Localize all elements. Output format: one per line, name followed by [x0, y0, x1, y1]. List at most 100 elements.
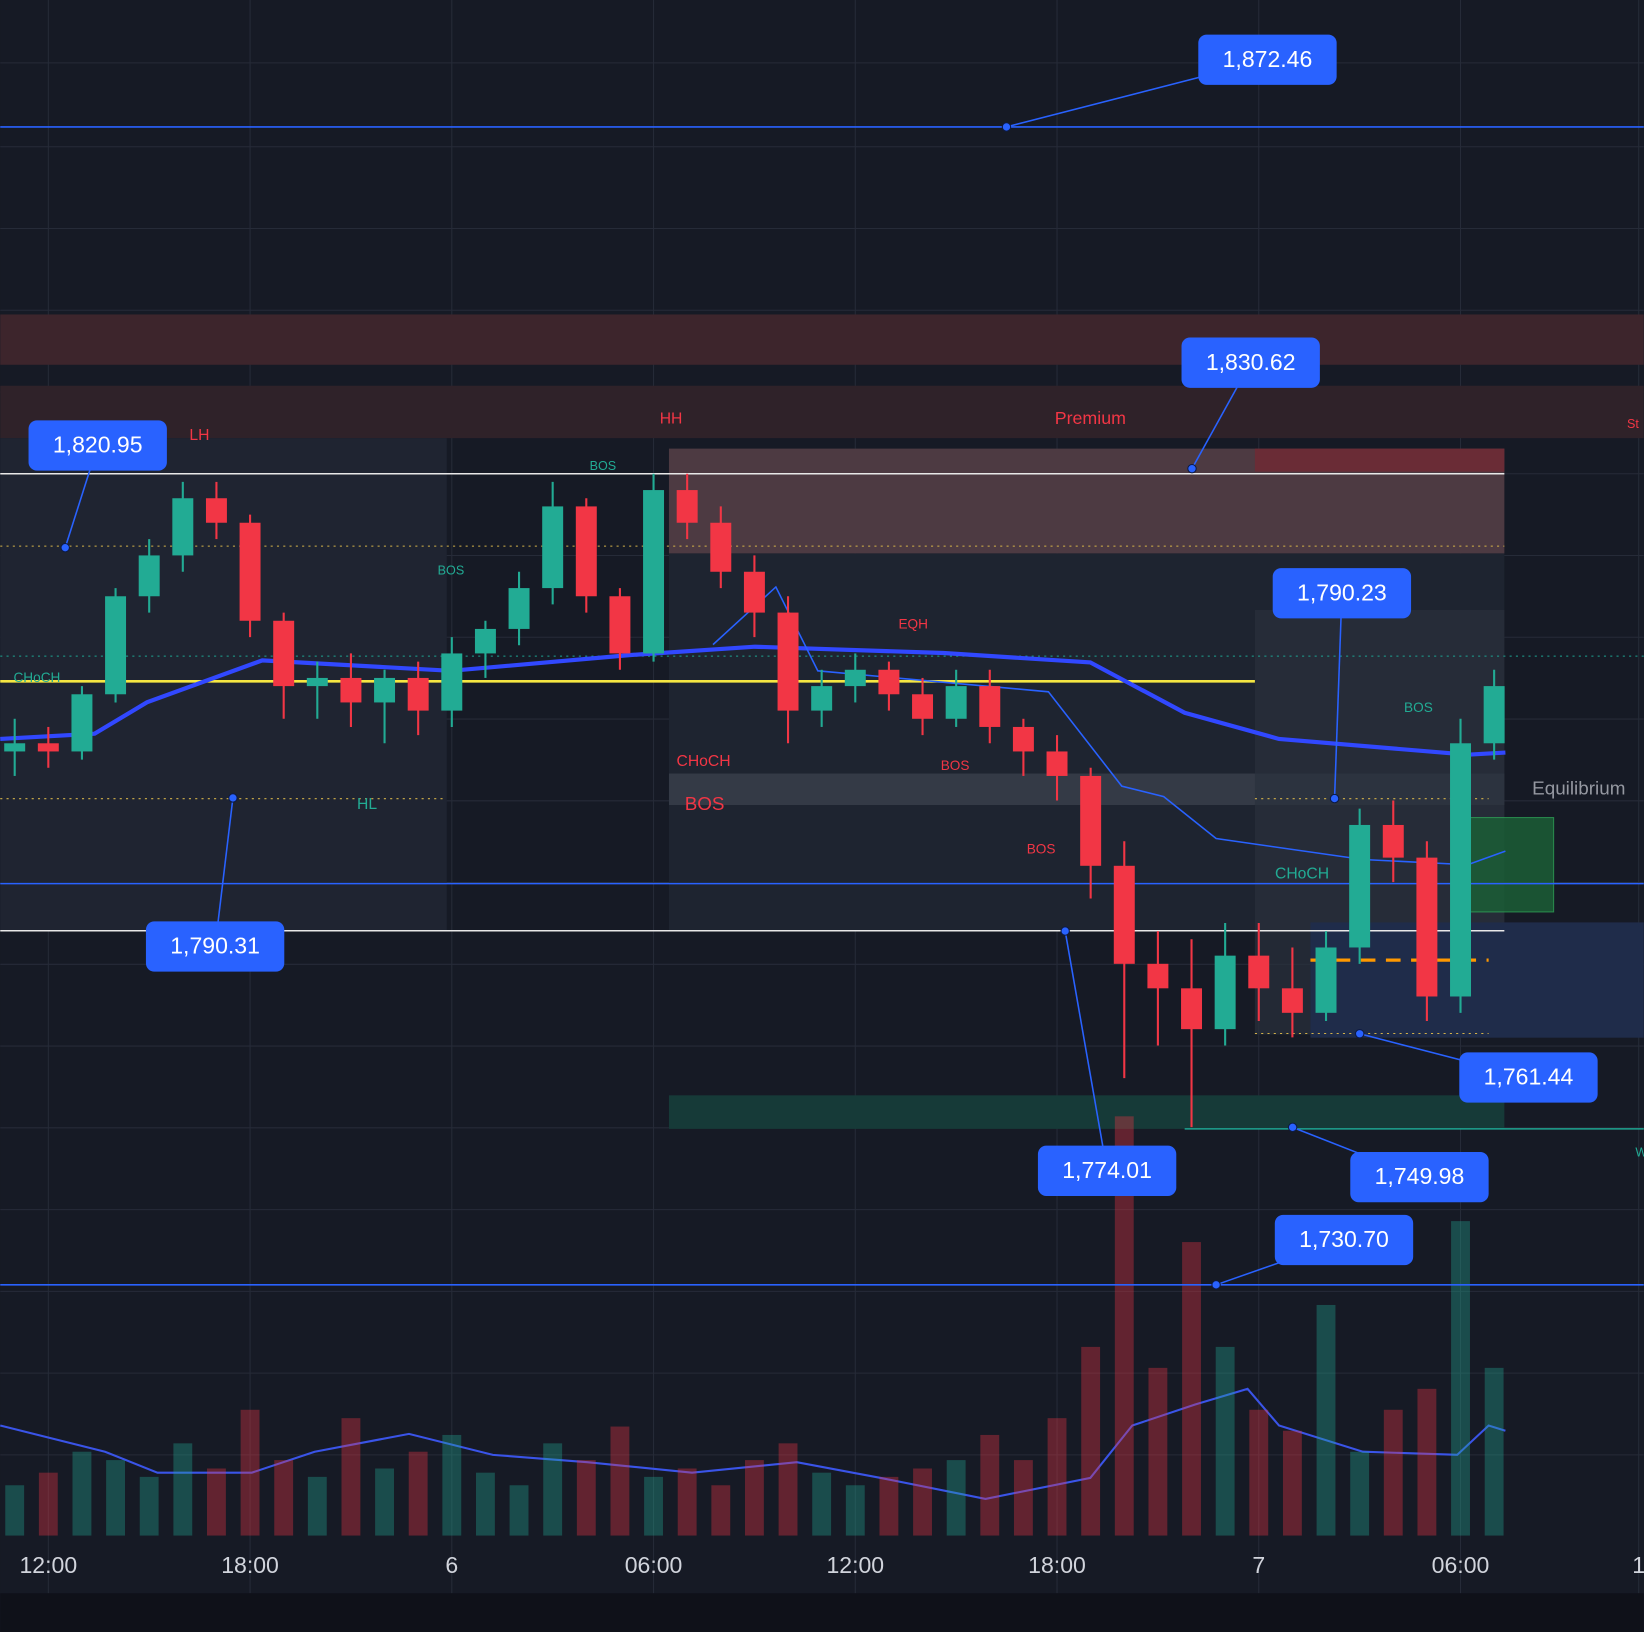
volume-bar [677, 1468, 697, 1536]
volume-ma [0, 1387, 1506, 1500]
volume-bar [106, 1460, 125, 1536]
volume-bar [711, 1485, 731, 1536]
annotation: EQH [898, 616, 928, 631]
annotation: W [1635, 1145, 1644, 1159]
discount-zone [668, 1095, 1505, 1129]
volume-bar [509, 1485, 529, 1536]
volume-bar [845, 1485, 865, 1536]
x-tick-label: 06:00 [1432, 1552, 1490, 1578]
price-label-box [1272, 568, 1412, 619]
candle-body [306, 677, 328, 687]
candle-body [239, 522, 261, 621]
vwap [0, 644, 1506, 757]
x-tick-label: 12:00 [19, 1552, 77, 1578]
volume-bar [240, 1409, 260, 1536]
price-dot [60, 542, 70, 553]
candle-body [1012, 726, 1034, 752]
candle-body [1147, 963, 1169, 989]
volume-bar [1484, 1367, 1504, 1536]
candle-body [945, 686, 967, 719]
price-label: 1,749.98 [1375, 1163, 1465, 1189]
volume-bar [1350, 1451, 1370, 1536]
price-label: 1,820.95 [53, 432, 143, 458]
annotation: BOS [1027, 842, 1056, 857]
annotation: CHoCH [1275, 865, 1329, 882]
candle-body [777, 612, 799, 711]
candle-body [407, 677, 429, 711]
annotation: BOS [438, 564, 465, 578]
volume-bar [1249, 1409, 1269, 1536]
volume-bar [1148, 1367, 1168, 1536]
price-dot [1211, 1280, 1221, 1290]
label-connector [1333, 593, 1343, 799]
volume-bar [879, 1476, 899, 1536]
candle-body [1483, 686, 1505, 744]
candle-body [575, 506, 597, 597]
volume-bar [1282, 1430, 1302, 1536]
supply-zone-top [1254, 448, 1505, 472]
annotation: CHoCH [676, 753, 730, 770]
premium-band [0, 314, 1644, 365]
candle-body [1416, 857, 1438, 997]
price-dot [1001, 122, 1012, 132]
premium-zone [0, 385, 1644, 439]
candle-body [979, 686, 1001, 727]
candle-body [37, 743, 59, 752]
x-tick-label: 06:00 [625, 1552, 683, 1578]
volume-bar [644, 1476, 663, 1536]
price-label: 1,790.31 [170, 933, 260, 959]
volume-bar [173, 1443, 193, 1536]
x-tick-label: 6 [445, 1552, 458, 1578]
volume-bar [744, 1460, 764, 1536]
volume-bar [1013, 1460, 1033, 1536]
candle-body [172, 498, 194, 556]
volume-bar [207, 1468, 226, 1536]
volume-bar [1081, 1346, 1101, 1536]
price-label-box [1037, 1145, 1177, 1196]
price-label-box [1198, 34, 1337, 85]
candle-body [1281, 988, 1303, 1013]
annotation: Premium [1055, 408, 1126, 428]
volume-bar [375, 1468, 394, 1536]
candle-body [1080, 775, 1102, 866]
candle-body [340, 677, 362, 703]
candle-body [374, 677, 396, 703]
candle-body [878, 669, 900, 695]
volume-bar [139, 1476, 159, 1536]
candle-body [844, 669, 866, 687]
volume-bar [812, 1472, 832, 1536]
price-label-box [1350, 1151, 1489, 1203]
price-label: 1,830.62 [1206, 349, 1296, 375]
price-dot [1354, 1029, 1365, 1039]
volume-bar [946, 1460, 966, 1536]
x-tick-label: 18:00 [1028, 1552, 1086, 1578]
volume-bar [1047, 1418, 1067, 1536]
candle-body [71, 694, 93, 752]
candle-body [4, 743, 26, 752]
candle-body [743, 571, 765, 613]
volume-bar [1215, 1346, 1235, 1536]
volume-bar [38, 1472, 58, 1536]
candle-body [508, 588, 530, 629]
x-tick-label: 18:00 [221, 1552, 279, 1578]
price-dot [1060, 926, 1070, 936]
annotation: BOS [1404, 700, 1433, 715]
candle-body [273, 620, 295, 687]
annotation: St [1627, 417, 1639, 431]
annotation: HL [357, 796, 377, 813]
price-label-box [1274, 1214, 1414, 1266]
volume-bar [5, 1485, 25, 1536]
price-label: 1,761.44 [1484, 1064, 1574, 1090]
volume-bar [274, 1460, 294, 1536]
volume-bar [442, 1434, 462, 1536]
price-label: 1,774.01 [1062, 1157, 1152, 1183]
candle-body [205, 498, 227, 523]
volume-bar [1451, 1221, 1470, 1536]
annotation: CHoCH [13, 670, 60, 685]
volume-bar [543, 1443, 563, 1536]
volume-bar [307, 1476, 327, 1536]
annotation: HH [660, 410, 683, 427]
x-tick-label: 7 [1252, 1552, 1265, 1578]
